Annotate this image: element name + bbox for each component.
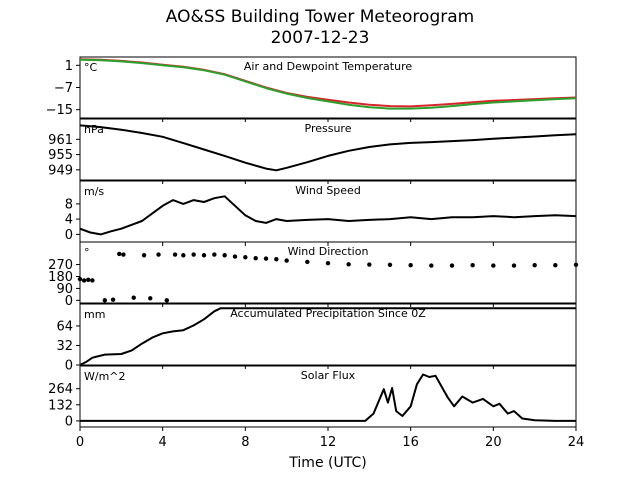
data-point (346, 262, 351, 267)
series-line (79, 195, 577, 236)
y-tick-label: 180 (48, 270, 73, 285)
y-tick-label: 264 (48, 382, 73, 397)
data-point (243, 255, 248, 260)
panel-unit-label: hPa (84, 123, 104, 136)
data-point (121, 252, 126, 257)
x-tick-label: 12 (320, 435, 337, 450)
data-point (491, 263, 496, 268)
y-tick-label: 4 (65, 213, 73, 228)
data-point (573, 262, 579, 268)
data-point (449, 263, 455, 268)
panel-title: Wind Direction (288, 245, 369, 258)
panel-unit-label: ° (84, 246, 90, 259)
data-point (325, 261, 331, 266)
y-tick-label: −15 (46, 103, 73, 118)
data-point (156, 252, 161, 257)
data-point (181, 253, 186, 258)
series-line (80, 373, 576, 422)
y-tick-label: 0 (65, 294, 73, 309)
y-tick-label: 32 (56, 339, 73, 354)
x-tick-label: 24 (568, 435, 585, 450)
y-tick-label: 8 (65, 197, 73, 212)
data-point (201, 253, 207, 258)
data-point (212, 252, 217, 257)
y-tick-label: 90 (56, 282, 73, 297)
data-point (110, 297, 116, 302)
data-point (81, 278, 87, 283)
panel-title: Pressure (305, 122, 352, 135)
data-point (232, 254, 238, 259)
data-point (131, 295, 136, 300)
data-point (148, 296, 153, 301)
data-point (191, 252, 196, 257)
data-point (263, 256, 269, 261)
y-tick-label: 132 (48, 398, 73, 413)
y-tick-label: 961 (48, 133, 73, 148)
y-tick-label: 949 (48, 163, 73, 178)
x-axis-label: Time (UTC) (288, 455, 366, 471)
data-point (253, 255, 258, 261)
panel-title: Solar Flux (301, 369, 356, 382)
y-tick-label: −7 (54, 81, 73, 96)
x-tick-label: 0 (76, 435, 84, 450)
x-tick-label: 16 (402, 435, 419, 450)
data-point (429, 263, 434, 268)
y-tick-label: 0 (65, 359, 73, 374)
data-point (532, 263, 537, 268)
series-line (79, 307, 576, 366)
panel-title: Air and Dewpoint Temperature (244, 60, 412, 73)
figure-subtitle: 2007-12-23 (270, 28, 370, 48)
panel-title: Wind Speed (295, 184, 361, 197)
data-point (86, 277, 91, 282)
data-point (77, 276, 83, 282)
data-point (387, 262, 393, 268)
panel-unit-label: m/s (84, 185, 104, 198)
series-line (79, 124, 577, 172)
y-tick-label: 270 (48, 258, 73, 273)
data-point (511, 263, 517, 268)
data-point (90, 278, 95, 283)
data-point (141, 253, 147, 258)
x-tick-label: 4 (159, 435, 167, 450)
data-point (367, 262, 372, 267)
panel-unit-label: mm (84, 308, 105, 321)
data-point (408, 263, 413, 268)
panel-unit-label: W/m^2 (84, 370, 126, 383)
y-tick-label: 64 (56, 319, 73, 334)
data-point (164, 298, 169, 303)
x-tick-label: 8 (241, 435, 249, 450)
data-point (470, 263, 475, 268)
y-tick-label: 0 (65, 228, 73, 243)
y-tick-label: 955 (48, 148, 73, 163)
data-point (102, 298, 108, 303)
data-point (222, 253, 227, 258)
data-point (553, 263, 558, 268)
figure-title: AO&SS Building Tower Meteorogram (165, 7, 475, 27)
data-point (172, 252, 178, 257)
y-tick-label: 1 (65, 59, 73, 74)
data-point (305, 259, 310, 265)
y-tick-label: 0 (65, 414, 73, 429)
data-point (284, 258, 289, 263)
panel-title: Accumulated Precipitation Since 0Z (230, 307, 426, 320)
x-tick-label: 20 (485, 435, 502, 450)
data-point (274, 257, 279, 262)
series-line (79, 58, 577, 110)
data-point (117, 251, 122, 257)
panel-unit-label: °C (84, 61, 98, 74)
